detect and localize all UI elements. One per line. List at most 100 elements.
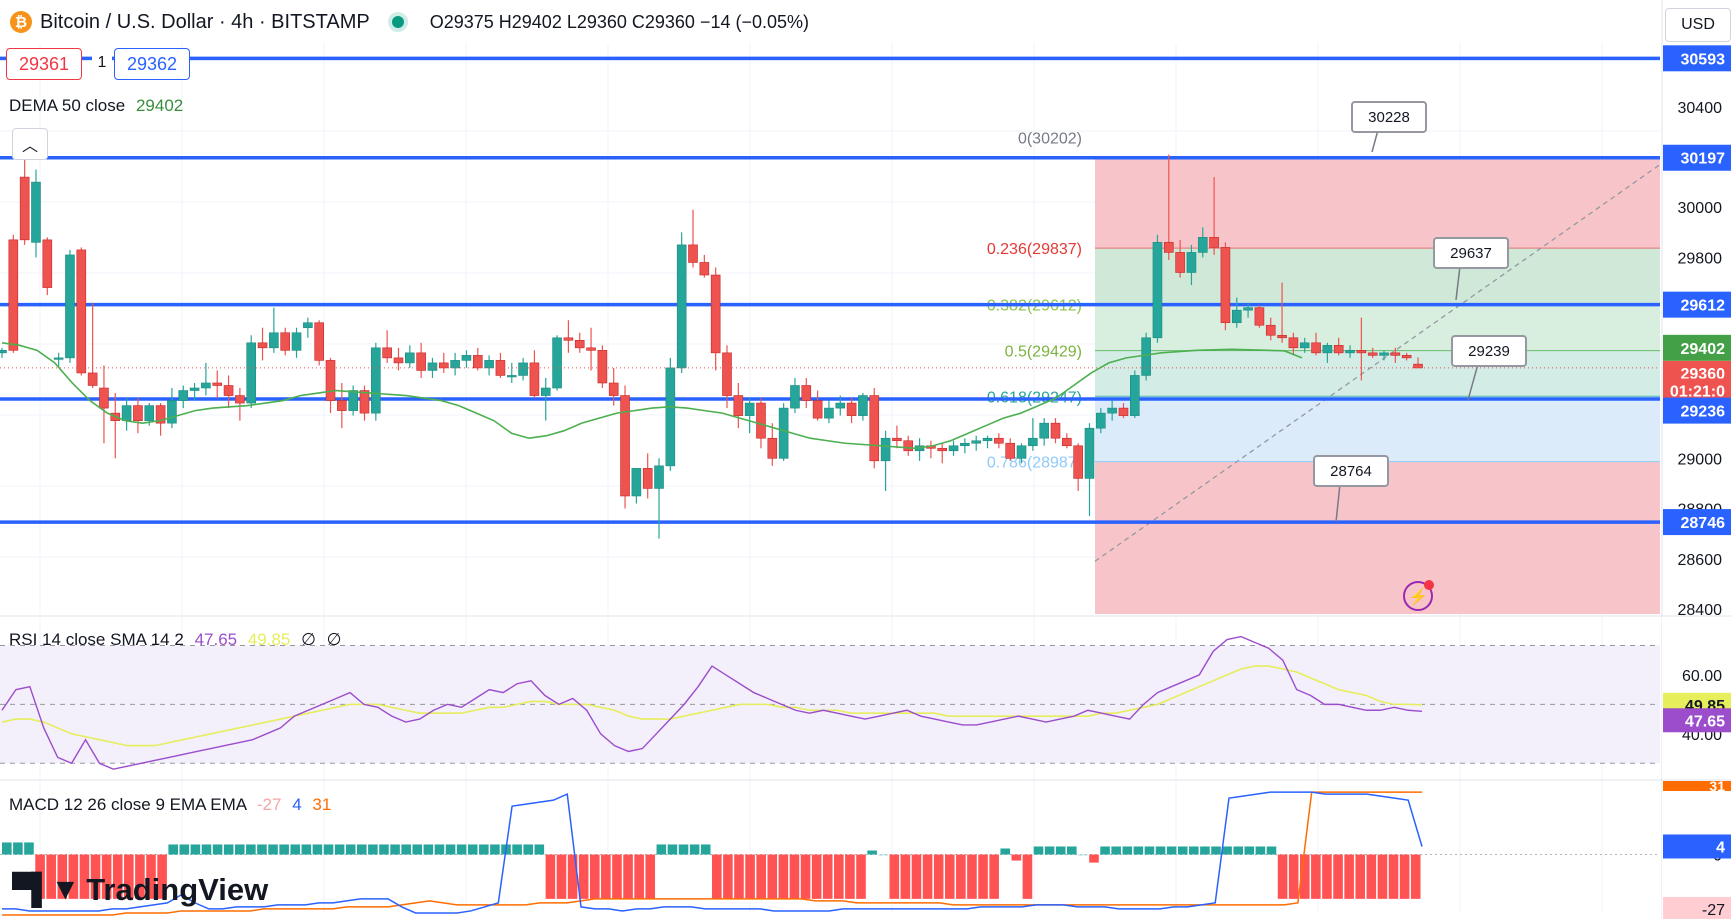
macd-histogram-bar xyxy=(112,854,123,899)
candle-body xyxy=(1050,422,1061,439)
candle-body xyxy=(937,447,948,452)
macd-legend[interactable]: MACD 12 26 close 9 EMA EMA -27 4 31 xyxy=(9,795,331,815)
candle-body xyxy=(1152,242,1163,339)
fib-label-0: 0(30202) xyxy=(1018,130,1082,147)
candle-body xyxy=(608,382,619,396)
sell-price-button[interactable]: 29361 xyxy=(6,48,82,80)
macd-histogram-bar xyxy=(1189,846,1199,855)
callout-pointer xyxy=(1335,483,1341,523)
macd-histogram-bar xyxy=(589,854,600,899)
candle-body xyxy=(903,440,914,452)
candle-body xyxy=(767,437,778,459)
candle-body xyxy=(869,395,880,462)
macd-histogram-bar xyxy=(745,854,755,899)
dema-label: DEMA 50 close xyxy=(9,96,126,115)
macd-histogram-bar xyxy=(656,844,667,855)
buy-price-button[interactable]: 29362 xyxy=(114,48,190,80)
candle-body xyxy=(586,347,596,351)
candle-body xyxy=(1379,352,1389,356)
candle-body xyxy=(506,375,517,378)
candle-body xyxy=(960,442,970,447)
candle-body xyxy=(710,274,721,354)
macd-histogram-bar xyxy=(601,854,611,899)
macd-histogram-bar xyxy=(556,854,567,899)
macd-histogram-bar xyxy=(578,854,589,899)
macd-histogram-bar xyxy=(1111,846,1121,855)
currency-button[interactable]: USD xyxy=(1665,8,1731,42)
price-label-01:21:0: 01:21:0 xyxy=(1670,384,1725,401)
candle-body xyxy=(1197,237,1208,253)
candle-body xyxy=(1356,350,1367,354)
rsi-empty-value-2: ∅ xyxy=(326,630,342,649)
fib-label-0: 0.236(29837) xyxy=(987,241,1082,258)
macd-histogram-bar xyxy=(168,844,178,855)
candle-body xyxy=(529,362,540,396)
candle-body xyxy=(144,405,155,421)
macd-histogram-bar xyxy=(445,844,456,855)
candle-body xyxy=(971,440,982,444)
symbol-title[interactable]: Bitcoin / U.S. Dollar · 4h · BITSTAMP xyxy=(40,10,370,33)
macd-histogram-bar xyxy=(179,844,190,855)
macd-histogram-bar xyxy=(223,844,234,855)
price-label-bg-dema xyxy=(1663,334,1731,361)
candle-body xyxy=(1186,252,1197,273)
macd-histogram-bar xyxy=(1089,854,1099,863)
macd-histogram-bar xyxy=(1366,854,1377,899)
rsi-legend[interactable]: RSI 14 close SMA 14 2 47.65 49.85 ∅ ∅ xyxy=(9,630,341,650)
candle-body xyxy=(982,437,993,442)
macd-histogram-bar xyxy=(1177,846,1188,855)
candle-body xyxy=(1107,407,1117,414)
macd-histogram-bar xyxy=(323,844,334,855)
callout-box xyxy=(1433,237,1509,269)
callout-pointer xyxy=(1467,363,1479,401)
candle-body xyxy=(654,465,664,489)
macd-histogram-bar xyxy=(301,844,312,855)
candle-body xyxy=(416,352,426,371)
macd-histogram-bar xyxy=(1067,846,1077,855)
candle-body xyxy=(1311,342,1321,354)
macd-histogram-bar xyxy=(379,844,389,855)
candle-body xyxy=(948,445,959,452)
callout-pointer xyxy=(1371,129,1379,153)
candle-body xyxy=(371,347,381,414)
tradingview-logo[interactable]: ▀▌▼ TradingView xyxy=(12,872,268,908)
price-label-30593: 30593 xyxy=(1681,51,1726,68)
candle-body xyxy=(1209,237,1219,248)
macd-histogram-bar xyxy=(334,844,345,855)
macd-histogram-bar xyxy=(368,844,378,855)
macd-histogram-bar xyxy=(756,854,766,899)
macd-histogram-bar xyxy=(279,844,289,855)
callout-box xyxy=(1313,455,1389,487)
logo-text: TradingView xyxy=(86,872,269,907)
collapse-legend-button[interactable]: ︿ xyxy=(12,128,48,160)
candle-body xyxy=(314,322,324,361)
candle-body xyxy=(699,262,710,276)
price-label-28746: 28746 xyxy=(1681,515,1726,532)
callout-label-29637: 29637 xyxy=(1450,245,1492,262)
chart-header: ₿ Bitcoin / U.S. Dollar · 4h · BITSTAMP … xyxy=(0,0,1660,44)
candle-body xyxy=(65,254,75,359)
rsi-empty-value-1: ∅ xyxy=(301,630,316,649)
macd-histogram-bar xyxy=(312,844,323,855)
candle-body xyxy=(1345,350,1355,354)
candle-body xyxy=(1254,307,1265,326)
macd-histogram-bar xyxy=(911,854,922,899)
macd-histogram-bar xyxy=(867,850,877,855)
macd-histogram-bar xyxy=(800,854,811,899)
callout-pointer xyxy=(1455,265,1461,301)
macd-histogram-bar xyxy=(845,854,855,899)
macd-histogram-bar xyxy=(13,842,23,855)
macd-histogram-bar xyxy=(545,854,556,899)
candle-body xyxy=(824,407,834,419)
macd-histogram-bar xyxy=(357,844,367,855)
macd-histogram-bar xyxy=(1166,846,1177,855)
dema-legend[interactable]: DEMA 50 close 29402 xyxy=(9,96,183,116)
macd-histogram-bar xyxy=(101,854,112,899)
macd-histogram-bar xyxy=(479,844,489,855)
rsi-value-bg xyxy=(1663,708,1731,733)
candle-body xyxy=(1096,412,1106,429)
candle-body xyxy=(642,468,653,489)
candle-body xyxy=(1016,445,1027,459)
candle-body xyxy=(790,385,800,409)
